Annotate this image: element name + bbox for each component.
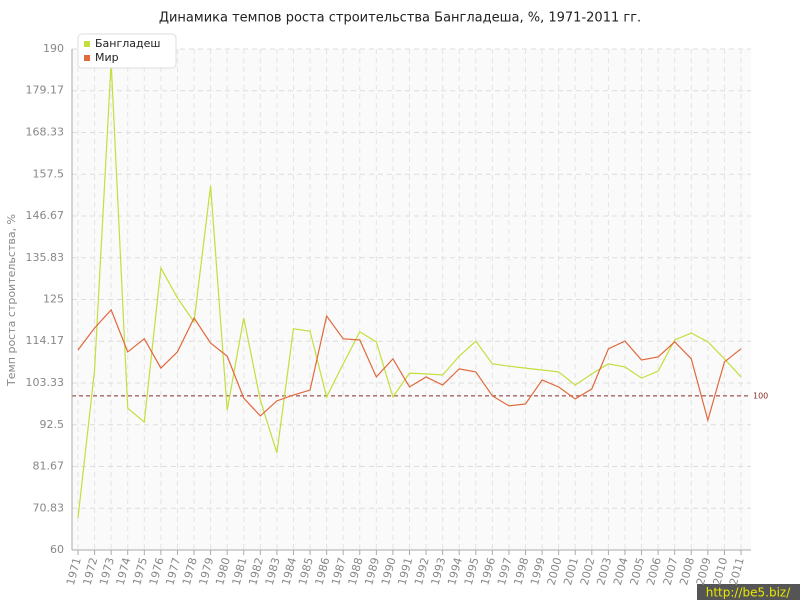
series-line [77, 62, 742, 519]
grid [72, 48, 751, 551]
y-tick-label: 190 [43, 42, 64, 55]
y-tick-label: 114.17 [26, 334, 65, 347]
legend-box [77, 33, 177, 69]
series-line [77, 308, 742, 423]
legend-swatch [84, 55, 90, 61]
y-tick-label: 103.33 [26, 376, 65, 389]
plot-area [72, 49, 751, 550]
legend-label: Мир [95, 51, 119, 64]
marks [72, 62, 751, 519]
y-axis-label: Темп роста строительства, % [5, 214, 18, 387]
legend-swatch [84, 41, 90, 47]
watermark-bg [697, 584, 800, 600]
reference-label: 100 [753, 391, 768, 400]
legend-label: Бангладеш [95, 37, 160, 50]
chart-title: Динамика темпов роста строительства Банг… [159, 11, 641, 26]
y-tick-label: 81.67 [33, 459, 65, 472]
y-tick-label: 92.5 [40, 418, 65, 431]
y-tick-label: 179.17 [26, 84, 65, 97]
y-tick-label: 168.33 [26, 126, 65, 139]
y-tick-label: 146.67 [26, 209, 65, 222]
y-tick-label: 125 [43, 293, 64, 306]
y-tick-label: 70.83 [33, 501, 65, 514]
watermark: http://be5.biz/ [706, 586, 791, 600]
y-tick-label: 135.83 [26, 251, 65, 264]
y-tick-label: 60 [50, 543, 64, 556]
y-tick-label: 157.5 [33, 167, 65, 180]
x-tick-label: 2011 [727, 556, 747, 586]
